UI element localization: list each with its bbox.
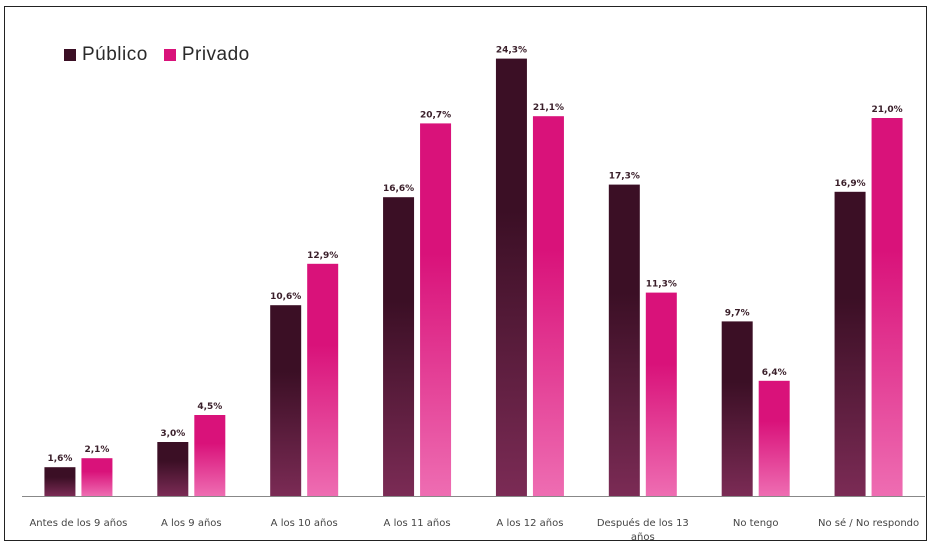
data-label-privado: 2,1%	[84, 445, 109, 455]
data-label-privado: 20,7%	[420, 110, 451, 120]
bar-publico	[157, 442, 189, 496]
bar-privado	[81, 458, 113, 496]
legend-item-privado: Privado	[163, 44, 250, 66]
bar-publico	[383, 197, 415, 496]
x-tick-label: A los 12 años	[496, 518, 563, 529]
data-label-publico: 10,6%	[270, 292, 301, 302]
bar-publico	[721, 321, 753, 496]
x-tick-label: A los 9 años	[161, 518, 222, 529]
legend-swatch-privado	[163, 49, 176, 61]
x-tick-label: A los 11 años	[384, 518, 451, 529]
data-label-privado: 6,4%	[762, 368, 787, 378]
x-tick-label: No tengo	[733, 518, 779, 529]
legend-label-publico: Público	[82, 44, 148, 65]
x-tick-label: Después de los 13	[597, 517, 689, 529]
legend-label-privado: Privado	[181, 44, 250, 65]
data-label-privado: 12,9%	[307, 251, 338, 261]
data-label-publico: 3,0%	[160, 429, 185, 439]
x-tick-label: No sé / No respondo	[818, 517, 919, 529]
bar-publico	[608, 184, 640, 496]
bar-privado	[532, 116, 564, 496]
data-label-publico: 1,6%	[47, 454, 72, 464]
bar-publico	[270, 305, 302, 496]
x-tick-label: años	[631, 532, 655, 543]
data-label-publico: 16,6%	[383, 184, 414, 194]
data-label-privado: 21,0%	[871, 105, 902, 115]
bar-privado	[420, 123, 452, 497]
bar-privado	[194, 415, 226, 496]
bar-privado	[758, 380, 790, 496]
bar-privado	[307, 263, 339, 496]
data-label-publico: 24,3%	[496, 46, 527, 56]
x-tick-label: A los 10 años	[271, 518, 338, 529]
legend-item-publico: Público	[64, 44, 148, 66]
bar-publico	[495, 58, 527, 496]
data-label-privado: 4,5%	[197, 402, 222, 412]
bar-publico	[834, 191, 866, 497]
data-label-publico: 16,9%	[834, 179, 865, 189]
chart-legend: Público Privado	[64, 44, 266, 66]
bar-publico	[44, 467, 76, 496]
bar-privado	[645, 292, 677, 496]
data-label-privado: 11,3%	[646, 280, 677, 290]
bar-privado	[871, 118, 903, 496]
legend-swatch-publico	[64, 49, 76, 61]
data-label-privado: 21,1%	[533, 103, 564, 113]
data-label-publico: 9,7%	[725, 308, 750, 318]
data-label-publico: 17,3%	[609, 172, 640, 182]
x-tick-label: Antes de los 9 años	[29, 518, 127, 529]
